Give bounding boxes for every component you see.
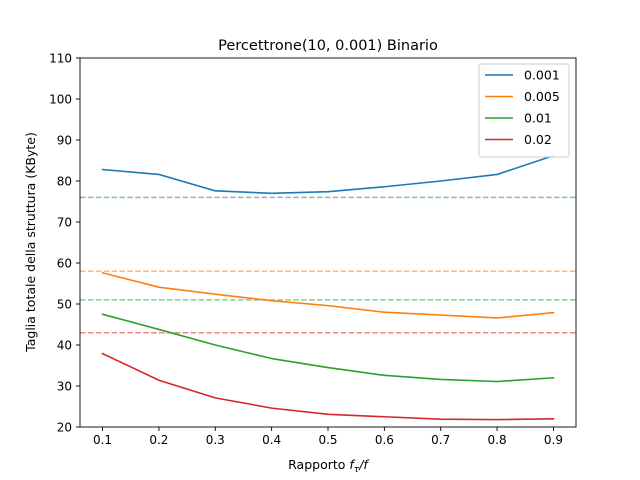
plot-area: 0.1 0.2 0.3 0.4 0.5 0.6 0.7 0.8 0.9 20 30 40 50 60 70 8…	[49, 51, 577, 447]
y-tick-label: 30	[57, 379, 72, 393]
series-line-0.001	[101, 154, 555, 195]
y-tick-label: 20	[57, 420, 72, 434]
legend-label-0.02: 0.02	[524, 132, 552, 147]
y-tick-label: 80	[57, 174, 72, 188]
y-tick-label: 70	[57, 215, 72, 229]
x-tick-label: 0.7	[431, 433, 450, 447]
legend-label-0.01: 0.01	[524, 111, 552, 126]
y-tick-label: 50	[57, 297, 72, 311]
series-line-0.01	[101, 313, 555, 383]
x-axis-label-prefix: Rapporto	[288, 457, 349, 472]
legend-box	[478, 63, 570, 158]
legend-label-0.005: 0.005	[524, 89, 560, 104]
series-line-0.02	[101, 352, 555, 421]
x-tick-label: 0.9	[544, 433, 563, 447]
x-tick-label: 0.2	[149, 433, 168, 447]
x-tick-label: 0.8	[488, 433, 507, 447]
y-tick-label: 110	[49, 51, 72, 65]
x-axis-label: Rapporto fτ/f	[288, 457, 369, 475]
x-axis-label-sub: τ	[354, 465, 360, 475]
series-line-0.005	[101, 271, 555, 319]
y-tick-label: 100	[49, 92, 72, 106]
y-tick-label: 90	[57, 133, 72, 147]
x-tick-label: 0.5	[318, 433, 337, 447]
y-tick-label: 60	[57, 256, 72, 270]
x-tick-label: 0.4	[262, 433, 281, 447]
chart-title: Percettrone(10, 0.001) Binario	[218, 38, 438, 54]
x-axis-label-suffix: /f	[358, 457, 369, 472]
x-tick-label: 0.3	[206, 433, 225, 447]
legend-label-0.001: 0.001	[524, 68, 560, 83]
y-axis-label: Taglia totale della struttura (KByte)	[23, 132, 38, 353]
y-tick-label: 40	[57, 338, 72, 352]
x-tick-label: 0.6	[375, 433, 394, 447]
x-tick-label: 0.1	[93, 433, 112, 447]
x-axis-label-math: f	[349, 457, 355, 472]
